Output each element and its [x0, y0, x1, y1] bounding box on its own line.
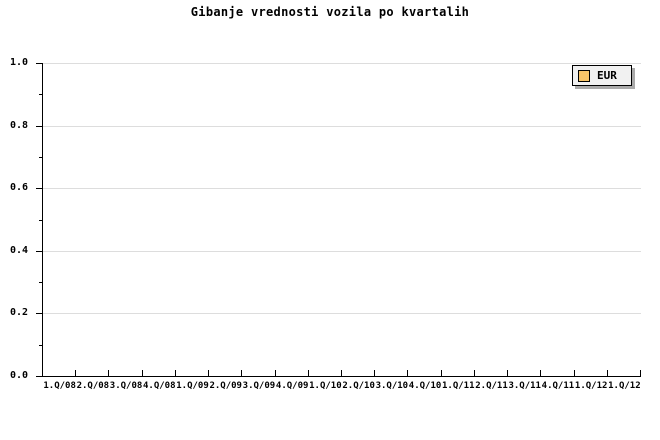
x-axis-tick	[573, 370, 575, 376]
legend: EUR	[572, 65, 632, 86]
y-axis-minor-tick	[39, 156, 42, 158]
y-axis-major-tick	[36, 63, 42, 64]
x-axis-tick	[407, 370, 409, 376]
x-axis-tick-label: 3.Q/10	[375, 381, 409, 391]
x-axis-tick-label: 2.Q/10	[342, 381, 375, 391]
y-axis-major-tick	[36, 250, 42, 252]
y-axis-major-tick	[36, 188, 42, 190]
x-axis-tick	[640, 370, 641, 376]
x-axis-tick-label: 3.Q/11	[508, 381, 541, 391]
x-axis-tick	[108, 370, 110, 376]
x-axis-tick	[440, 370, 442, 376]
y-axis-minor-tick	[39, 94, 42, 96]
x-axis-tick-label: 4.Q/09	[275, 381, 309, 391]
gridline	[43, 313, 641, 315]
y-axis-minor-tick	[39, 282, 42, 284]
x-axis-tick	[208, 370, 210, 376]
x-axis-tick-label: 3.Q/08	[109, 381, 143, 391]
y-axis-tick-label: 0.2	[9, 307, 28, 319]
x-axis-tick-label: 2.Q/08	[76, 381, 110, 391]
x-axis-tick-label: 3.Q/09	[242, 381, 276, 391]
y-axis-tick-label: 0.0	[9, 370, 28, 381]
legend-swatch-icon	[578, 69, 590, 82]
x-axis-tick-label: 1.Q/11	[442, 381, 475, 391]
y-axis-major-tick	[36, 376, 42, 377]
gridline	[43, 250, 641, 252]
y-axis-tick-label: 0.8	[9, 119, 28, 131]
x-axis-tick-label: 1.Q/08	[43, 381, 76, 391]
x-axis-tick	[274, 370, 276, 376]
gridline	[43, 125, 641, 127]
x-axis-tick-label: 4.Q/10	[408, 381, 442, 391]
x-axis-tick	[606, 370, 608, 376]
plot-area: 1.Q/08 2.Q/08 3.Q/08 4.Q/08 1.Q/09 2.Q/09 3.Q/…	[36, 63, 641, 391]
x-axis-tick-label: 4.Q/08	[143, 381, 176, 391]
y-axis-major-tick	[36, 125, 42, 127]
x-axis-tick-label: 1.Q/12	[608, 381, 641, 391]
y-axis-tick-label: 1.0	[9, 57, 28, 68]
x-axis-tick	[540, 370, 542, 376]
y-axis-minor-tick	[39, 219, 42, 221]
x-axis-tick	[174, 370, 176, 376]
x-axis-tick-label: 2.Q/11	[475, 381, 508, 391]
x-axis-tick	[141, 370, 143, 376]
x-axis-tick	[473, 370, 475, 376]
y-axis-tick-label: 0.6	[9, 182, 28, 194]
x-axis-tick	[307, 370, 309, 376]
x-axis-tick	[241, 370, 243, 376]
x-axis-tick	[75, 370, 77, 376]
x-axis-tick-label: 1.Q/09	[176, 381, 209, 391]
x-axis-tick	[341, 370, 342, 376]
x-axis-tick	[507, 370, 509, 376]
x-axis-tick	[374, 370, 376, 376]
y-axis-tick-label: 0.4	[9, 244, 28, 256]
gridline	[43, 63, 641, 64]
x-axis-tick-label: 1.Q/12	[574, 381, 608, 391]
y-axis-major-tick	[36, 313, 42, 315]
x-axis-tick-label: 1.Q/10	[309, 381, 342, 391]
x-axis-tick-label: 4.Q/11	[541, 381, 575, 391]
y-axis-minor-tick	[39, 344, 42, 346]
x-axis-tick-label: 2.Q/09	[209, 381, 242, 391]
gridline	[43, 188, 641, 190]
legend-series-label: EUR	[597, 69, 617, 82]
chart-title: Gibanje vrednosti vozila po kvartalih	[190, 5, 470, 19]
